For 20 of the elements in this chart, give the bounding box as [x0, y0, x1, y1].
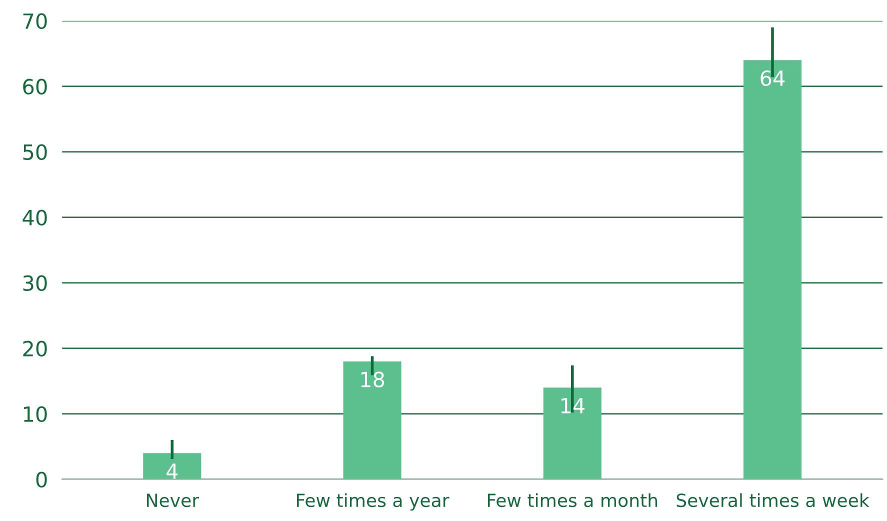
data-label: 14: [561, 398, 584, 414]
y-tick-label: 30: [23, 275, 47, 292]
y-tick-label: 40: [22, 210, 47, 226]
bar: [343, 361, 402, 480]
x-tick-label: Never: [147, 494, 200, 508]
x-tick-label: Few times a year: [297, 493, 450, 511]
bar: [143, 453, 202, 480]
y-tick-label: 60: [23, 78, 47, 95]
y-tick-label: 70: [23, 13, 47, 30]
bar: [543, 388, 602, 480]
y-tick-label: 20: [23, 340, 47, 357]
y-tick-label: 10: [24, 406, 47, 422]
x-tick-label: Several times a week: [676, 493, 870, 508]
data-label: 4: [166, 464, 178, 479]
bar: [743, 60, 802, 480]
y-tick-label: 0: [36, 472, 47, 488]
data-label: 64: [760, 70, 785, 86]
x-tick-label: Few times a month: [488, 493, 658, 508]
data-label: 18: [361, 372, 384, 388]
y-tick-label: 50: [23, 144, 47, 160]
